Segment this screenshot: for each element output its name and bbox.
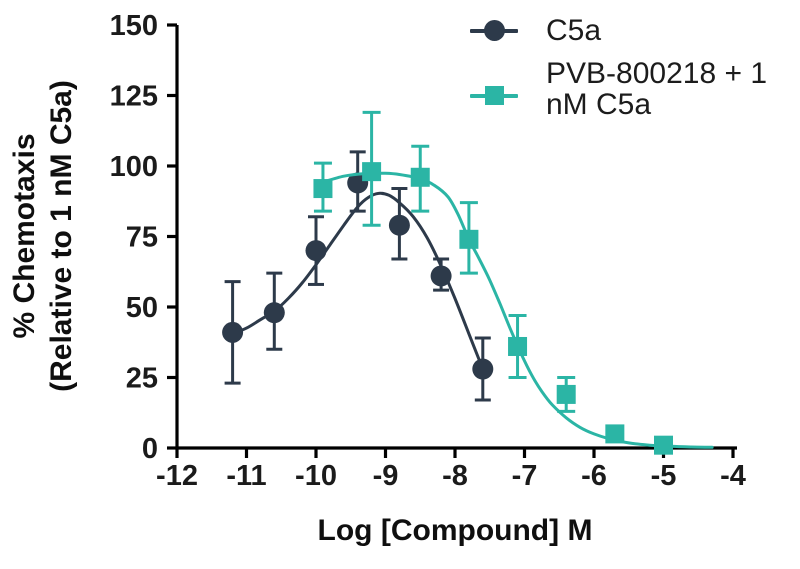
y-tick-label: 25 xyxy=(126,363,158,395)
y-tick-label: 50 xyxy=(126,292,158,324)
c5a-data-point xyxy=(472,358,494,380)
y-axis-title: % Chemotaxis (Relative to 1 nM C5a) xyxy=(6,6,82,466)
y-tick-label: 100 xyxy=(110,151,158,183)
square-marker-icon xyxy=(485,86,504,105)
pvb-fit-curve xyxy=(321,171,714,449)
x-tick-label: -10 xyxy=(295,460,337,492)
pvb-data-point xyxy=(313,179,333,199)
pvb-data-point xyxy=(362,162,382,182)
c5a-data-point xyxy=(222,321,244,343)
c5a-series xyxy=(222,150,494,402)
pvb-data-point xyxy=(605,424,625,444)
x-tick-label: -4 xyxy=(720,460,746,492)
x-tick-label: -9 xyxy=(373,460,399,492)
c5a-data-point xyxy=(263,302,285,324)
circle-marker-icon xyxy=(484,20,505,41)
y-tick-label: 125 xyxy=(110,81,158,113)
c5a-data-point xyxy=(305,240,327,262)
legend-label-pvb-line1: PVB-800218 + 1 xyxy=(546,57,768,90)
x-tick-label: -7 xyxy=(512,460,538,492)
pvb-data-point xyxy=(556,384,576,404)
y-axis-title-line2: (Relative to 1 nM C5a) xyxy=(45,80,78,392)
pvb-data-point xyxy=(508,336,528,356)
x-tick-label: -5 xyxy=(651,460,677,492)
y-tick-label: 0 xyxy=(142,433,158,465)
pvb-series xyxy=(313,110,714,455)
legend-label-pvb-line2: nM C5a xyxy=(546,88,652,121)
pvb-data-point xyxy=(410,167,430,187)
y-axis-title-line1: % Chemotaxis xyxy=(8,133,41,339)
legend-label-pvb: PVB-800218 + 1 nM C5a xyxy=(546,58,767,120)
pvb-data-point xyxy=(654,435,673,455)
legend-label-c5a: C5a xyxy=(546,14,602,47)
x-tick-label: -6 xyxy=(581,460,607,492)
c5a-data-point xyxy=(430,265,452,287)
x-tick-label: -12 xyxy=(156,460,198,492)
x-tick-label: -8 xyxy=(442,460,468,492)
pvb-data-point xyxy=(459,229,479,249)
y-tick-label: 150 xyxy=(110,10,158,42)
x-axis-title: Log [Compound] M xyxy=(317,514,593,547)
y-tick-label: 75 xyxy=(126,222,158,254)
c5a-data-point xyxy=(388,214,410,236)
x-tick-label: -11 xyxy=(226,460,266,492)
